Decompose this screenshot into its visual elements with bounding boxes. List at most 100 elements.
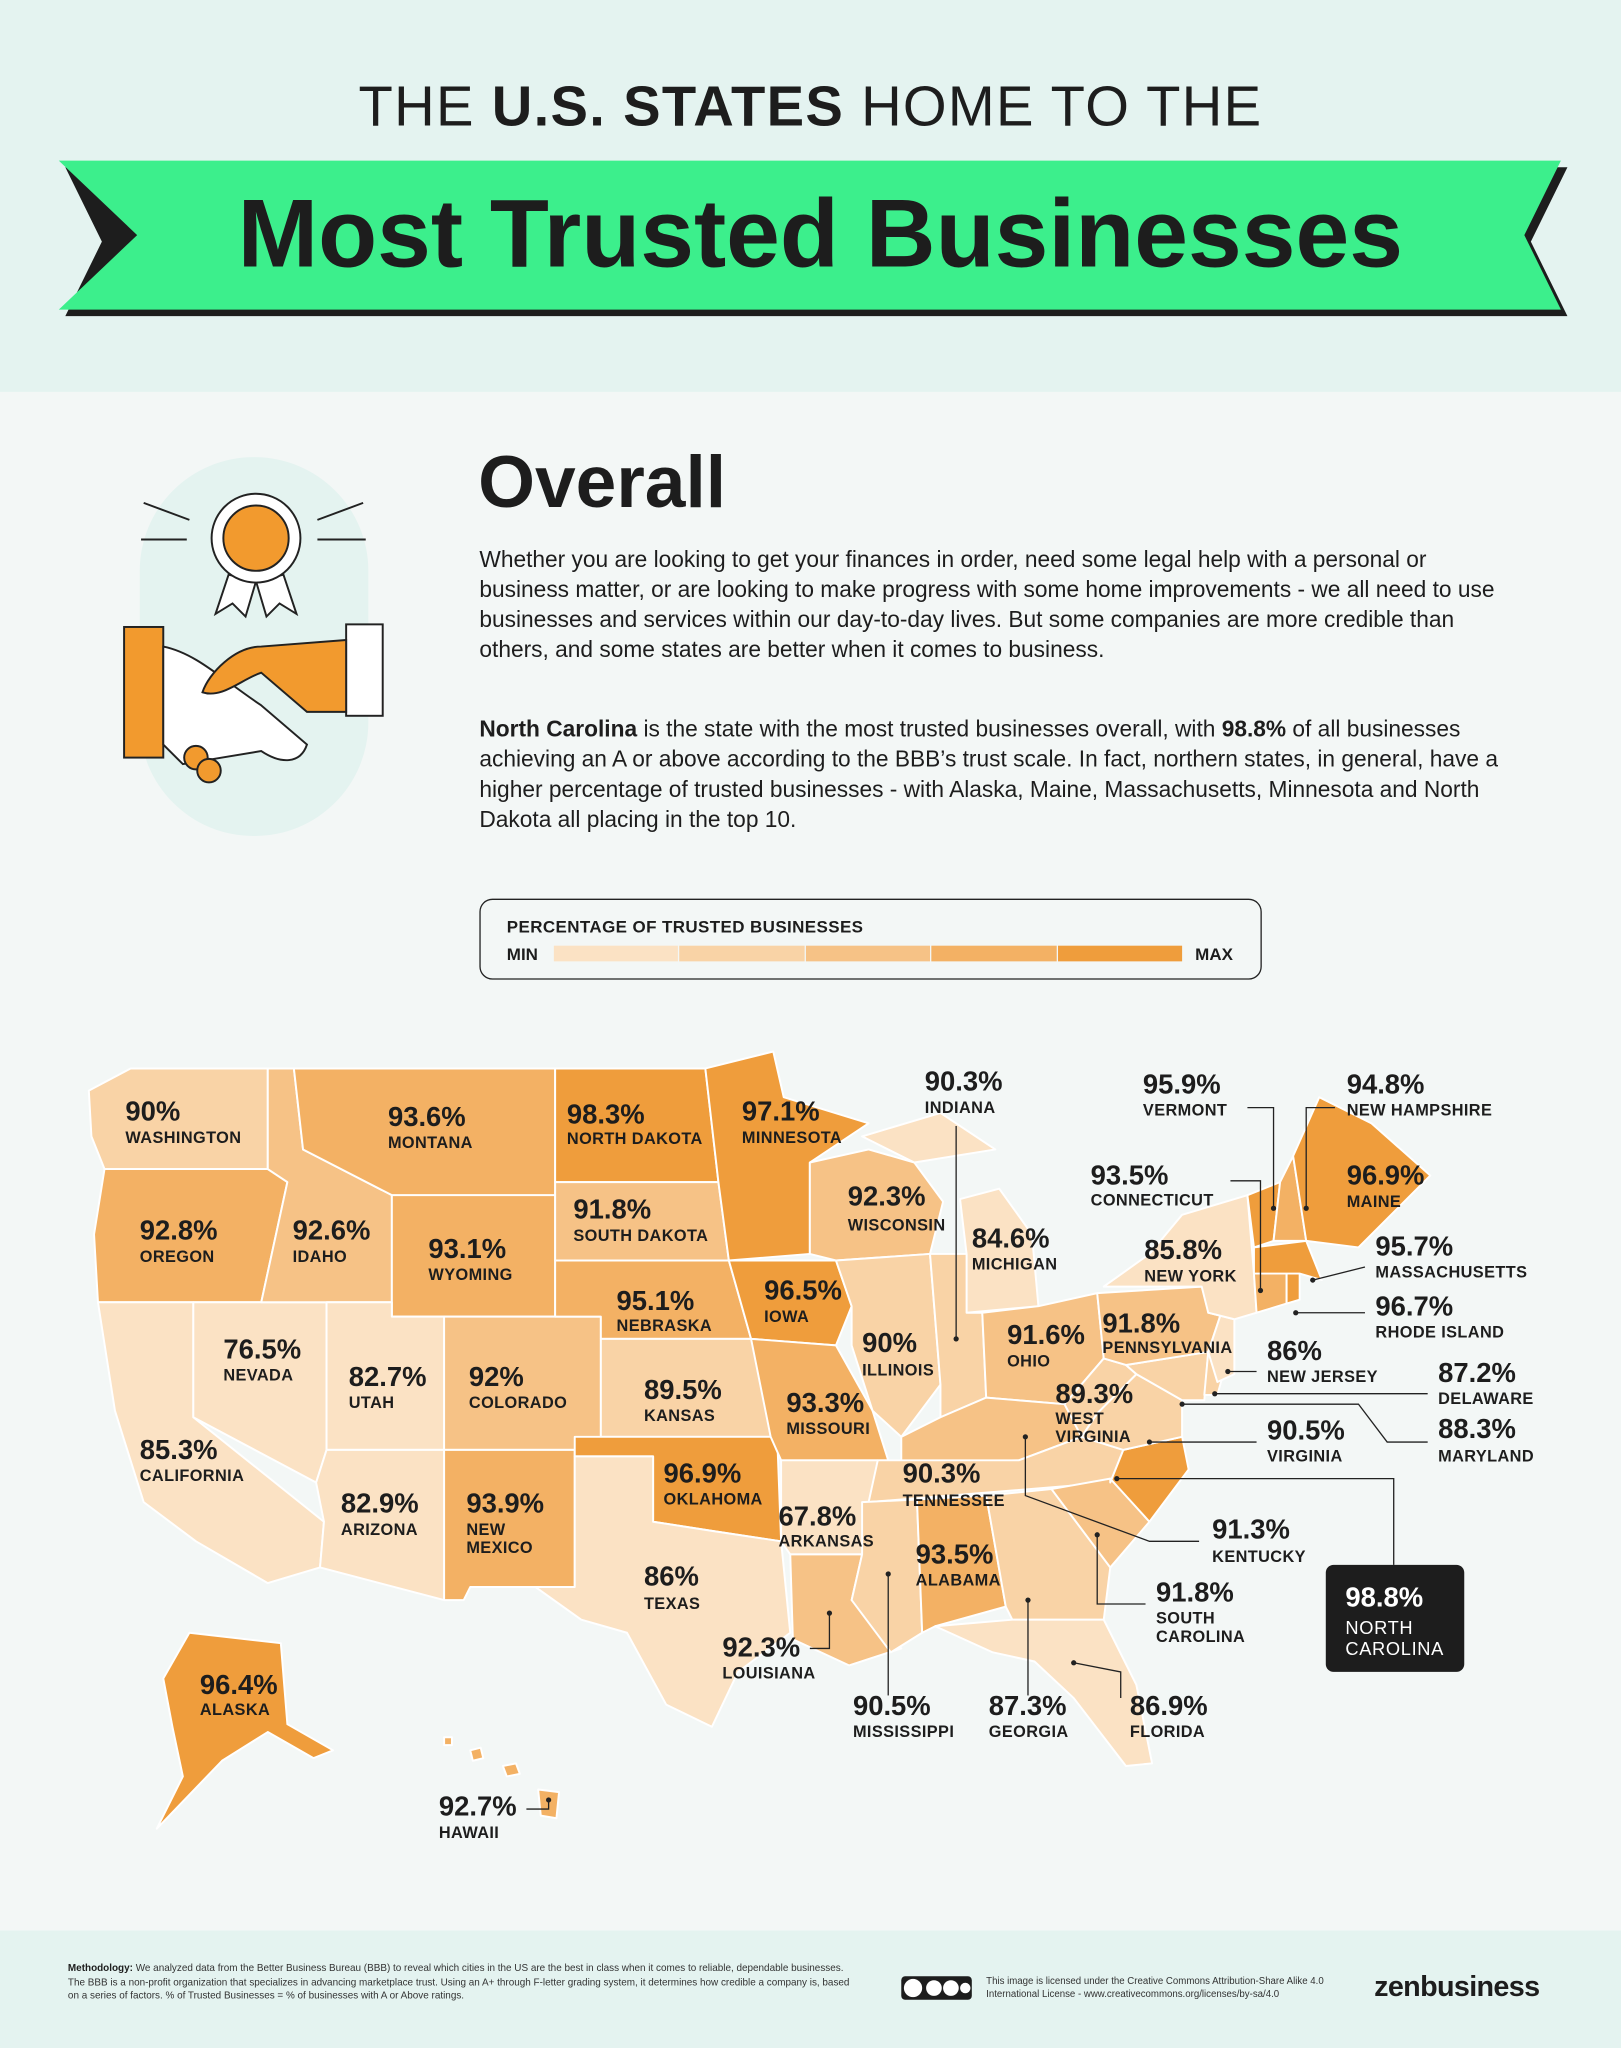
callout-line <box>809 1613 831 1650</box>
state-value: 85.8% <box>1144 1234 1222 1265</box>
callout-dot <box>1146 1439 1153 1445</box>
state-name: NEVADA <box>223 1367 293 1385</box>
state-name: TEXAS <box>644 1595 700 1613</box>
methodology: Methodology: We analyzed data from the B… <box>68 1962 852 2003</box>
state-value: 91.8% <box>1156 1576 1234 1607</box>
state-value: 93.5% <box>916 1539 994 1570</box>
handshake-icon <box>123 457 384 836</box>
state <box>1292 1096 1432 1249</box>
state <box>915 1494 1007 1634</box>
state-value: 67.8% <box>778 1501 856 1532</box>
banner-text: Most Trusted Businesses <box>238 180 1403 287</box>
methodology-label: Methodology: <box>67 1961 133 1974</box>
state-name: OKLAHOMA <box>664 1491 763 1509</box>
state-value: 94.8% <box>1347 1068 1425 1099</box>
state <box>469 1746 485 1762</box>
state-name-line: MEXICO <box>466 1539 533 1557</box>
state-name: IDAHO <box>293 1248 348 1266</box>
text-run: 98.8% <box>1221 715 1287 742</box>
legend-min: MIN <box>506 944 538 964</box>
state-value: 93.9% <box>466 1488 544 1519</box>
state-name: VIRGINIA <box>1267 1448 1343 1466</box>
state-value: 97.1% <box>742 1096 820 1127</box>
state-name: MASSACHUSETTS <box>1375 1263 1527 1281</box>
state-name: MICHIGAN <box>972 1256 1058 1274</box>
state-name: MISSOURI <box>786 1420 870 1438</box>
state-name: ALASKA <box>200 1701 270 1719</box>
state-value: 96.4% <box>200 1669 278 1700</box>
state <box>808 1148 945 1262</box>
state-value: 96.9% <box>1347 1160 1425 1191</box>
callout-line <box>1182 1403 1428 1443</box>
state-value: 93.6% <box>388 1101 466 1132</box>
callout-dot <box>885 1571 891 1577</box>
state-name: MONTANA <box>388 1134 473 1152</box>
legend-swatch <box>553 945 679 962</box>
state-value: 85.3% <box>140 1434 218 1465</box>
state-name: NORTH DAKOTA <box>567 1130 703 1148</box>
title-run: THE <box>358 75 492 139</box>
state-name: NORTH CAROLINA <box>1345 1617 1444 1659</box>
state-name-line: CAROLINA <box>1345 1638 1444 1659</box>
state-value: 91.8% <box>573 1194 651 1225</box>
legend-scale <box>553 945 1183 962</box>
state <box>534 1455 792 1728</box>
state-name: OREGON <box>140 1248 215 1266</box>
state-name: MARYLAND <box>1438 1448 1534 1466</box>
state-name: CALIFORNIA <box>140 1467 245 1485</box>
title-run: U.S. STATES <box>491 75 845 139</box>
us-map: 90% WASHINGTON 92.8% OREGON 85.3% CALIFORNIA 7… <box>87 1050 1534 1842</box>
state <box>443 1736 453 1747</box>
text-run: of all businesses achieving an A or abov… <box>479 715 1498 833</box>
state-value: 87.2% <box>1438 1357 1516 1388</box>
callout-dot <box>1071 1660 1077 1666</box>
callout-line <box>1230 1180 1262 1291</box>
state-value: 88.3% <box>1438 1413 1516 1444</box>
banner <box>58 160 1561 310</box>
callout-dot <box>1310 1277 1316 1283</box>
state-value: 90% <box>862 1327 917 1358</box>
title-run: HOME TO THE <box>844 75 1263 139</box>
state-value: 92.8% <box>140 1215 218 1246</box>
callout-dot <box>1212 1391 1218 1397</box>
state <box>155 1631 335 1830</box>
state-name-line: SOUTH <box>1156 1610 1220 1628</box>
callout-line <box>1116 1477 1395 1565</box>
state-name-line: NEW <box>466 1521 510 1539</box>
state-name: MISSISSIPPI <box>853 1723 954 1741</box>
state-value: 95.9% <box>1143 1068 1221 1099</box>
callout-line <box>1096 1534 1146 1605</box>
state-value: 86% <box>1267 1335 1322 1366</box>
state-value: 90.5% <box>1267 1414 1345 1445</box>
state-value: 90.3% <box>903 1458 981 1489</box>
callout-dot <box>1114 1476 1120 1482</box>
state-value: 76.5% <box>223 1333 301 1364</box>
legend: PERCENTAGE OF TRUSTED BUSINESSES MIN MAX <box>479 898 1262 980</box>
state-value: 92% <box>469 1361 524 1392</box>
state-value: 86.9% <box>1130 1690 1208 1721</box>
state-value: 92.7% <box>439 1791 517 1822</box>
states <box>87 1050 1432 1830</box>
section-heading: Overall <box>478 440 727 523</box>
callout-dot <box>1094 1532 1100 1538</box>
state-name: UTAH <box>349 1394 395 1412</box>
state-name: WASHINGTON <box>125 1129 241 1147</box>
state-name: KANSAS <box>644 1407 715 1425</box>
state-name: CONNECTICUT <box>1091 1192 1214 1210</box>
state-name: TENNESSEE <box>903 1492 1005 1510</box>
state-name: MAINE <box>1347 1193 1402 1211</box>
state-name: VERMONT <box>1143 1101 1227 1119</box>
state-value: 90.5% <box>853 1690 931 1721</box>
state-value: 86% <box>644 1561 699 1592</box>
state-value: 89.3% <box>1055 1378 1133 1409</box>
title: THE U.S. STATES HOME TO THE <box>0 76 1621 140</box>
state-name: FLORIDA <box>1130 1723 1205 1741</box>
state <box>1252 1272 1288 1314</box>
state-value: 91.8% <box>1102 1307 1180 1338</box>
state <box>1252 1239 1323 1282</box>
state-value: 91.3% <box>1212 1514 1290 1545</box>
state-value: 98.8% <box>1345 1582 1423 1613</box>
state-value: 96.7% <box>1375 1290 1453 1321</box>
